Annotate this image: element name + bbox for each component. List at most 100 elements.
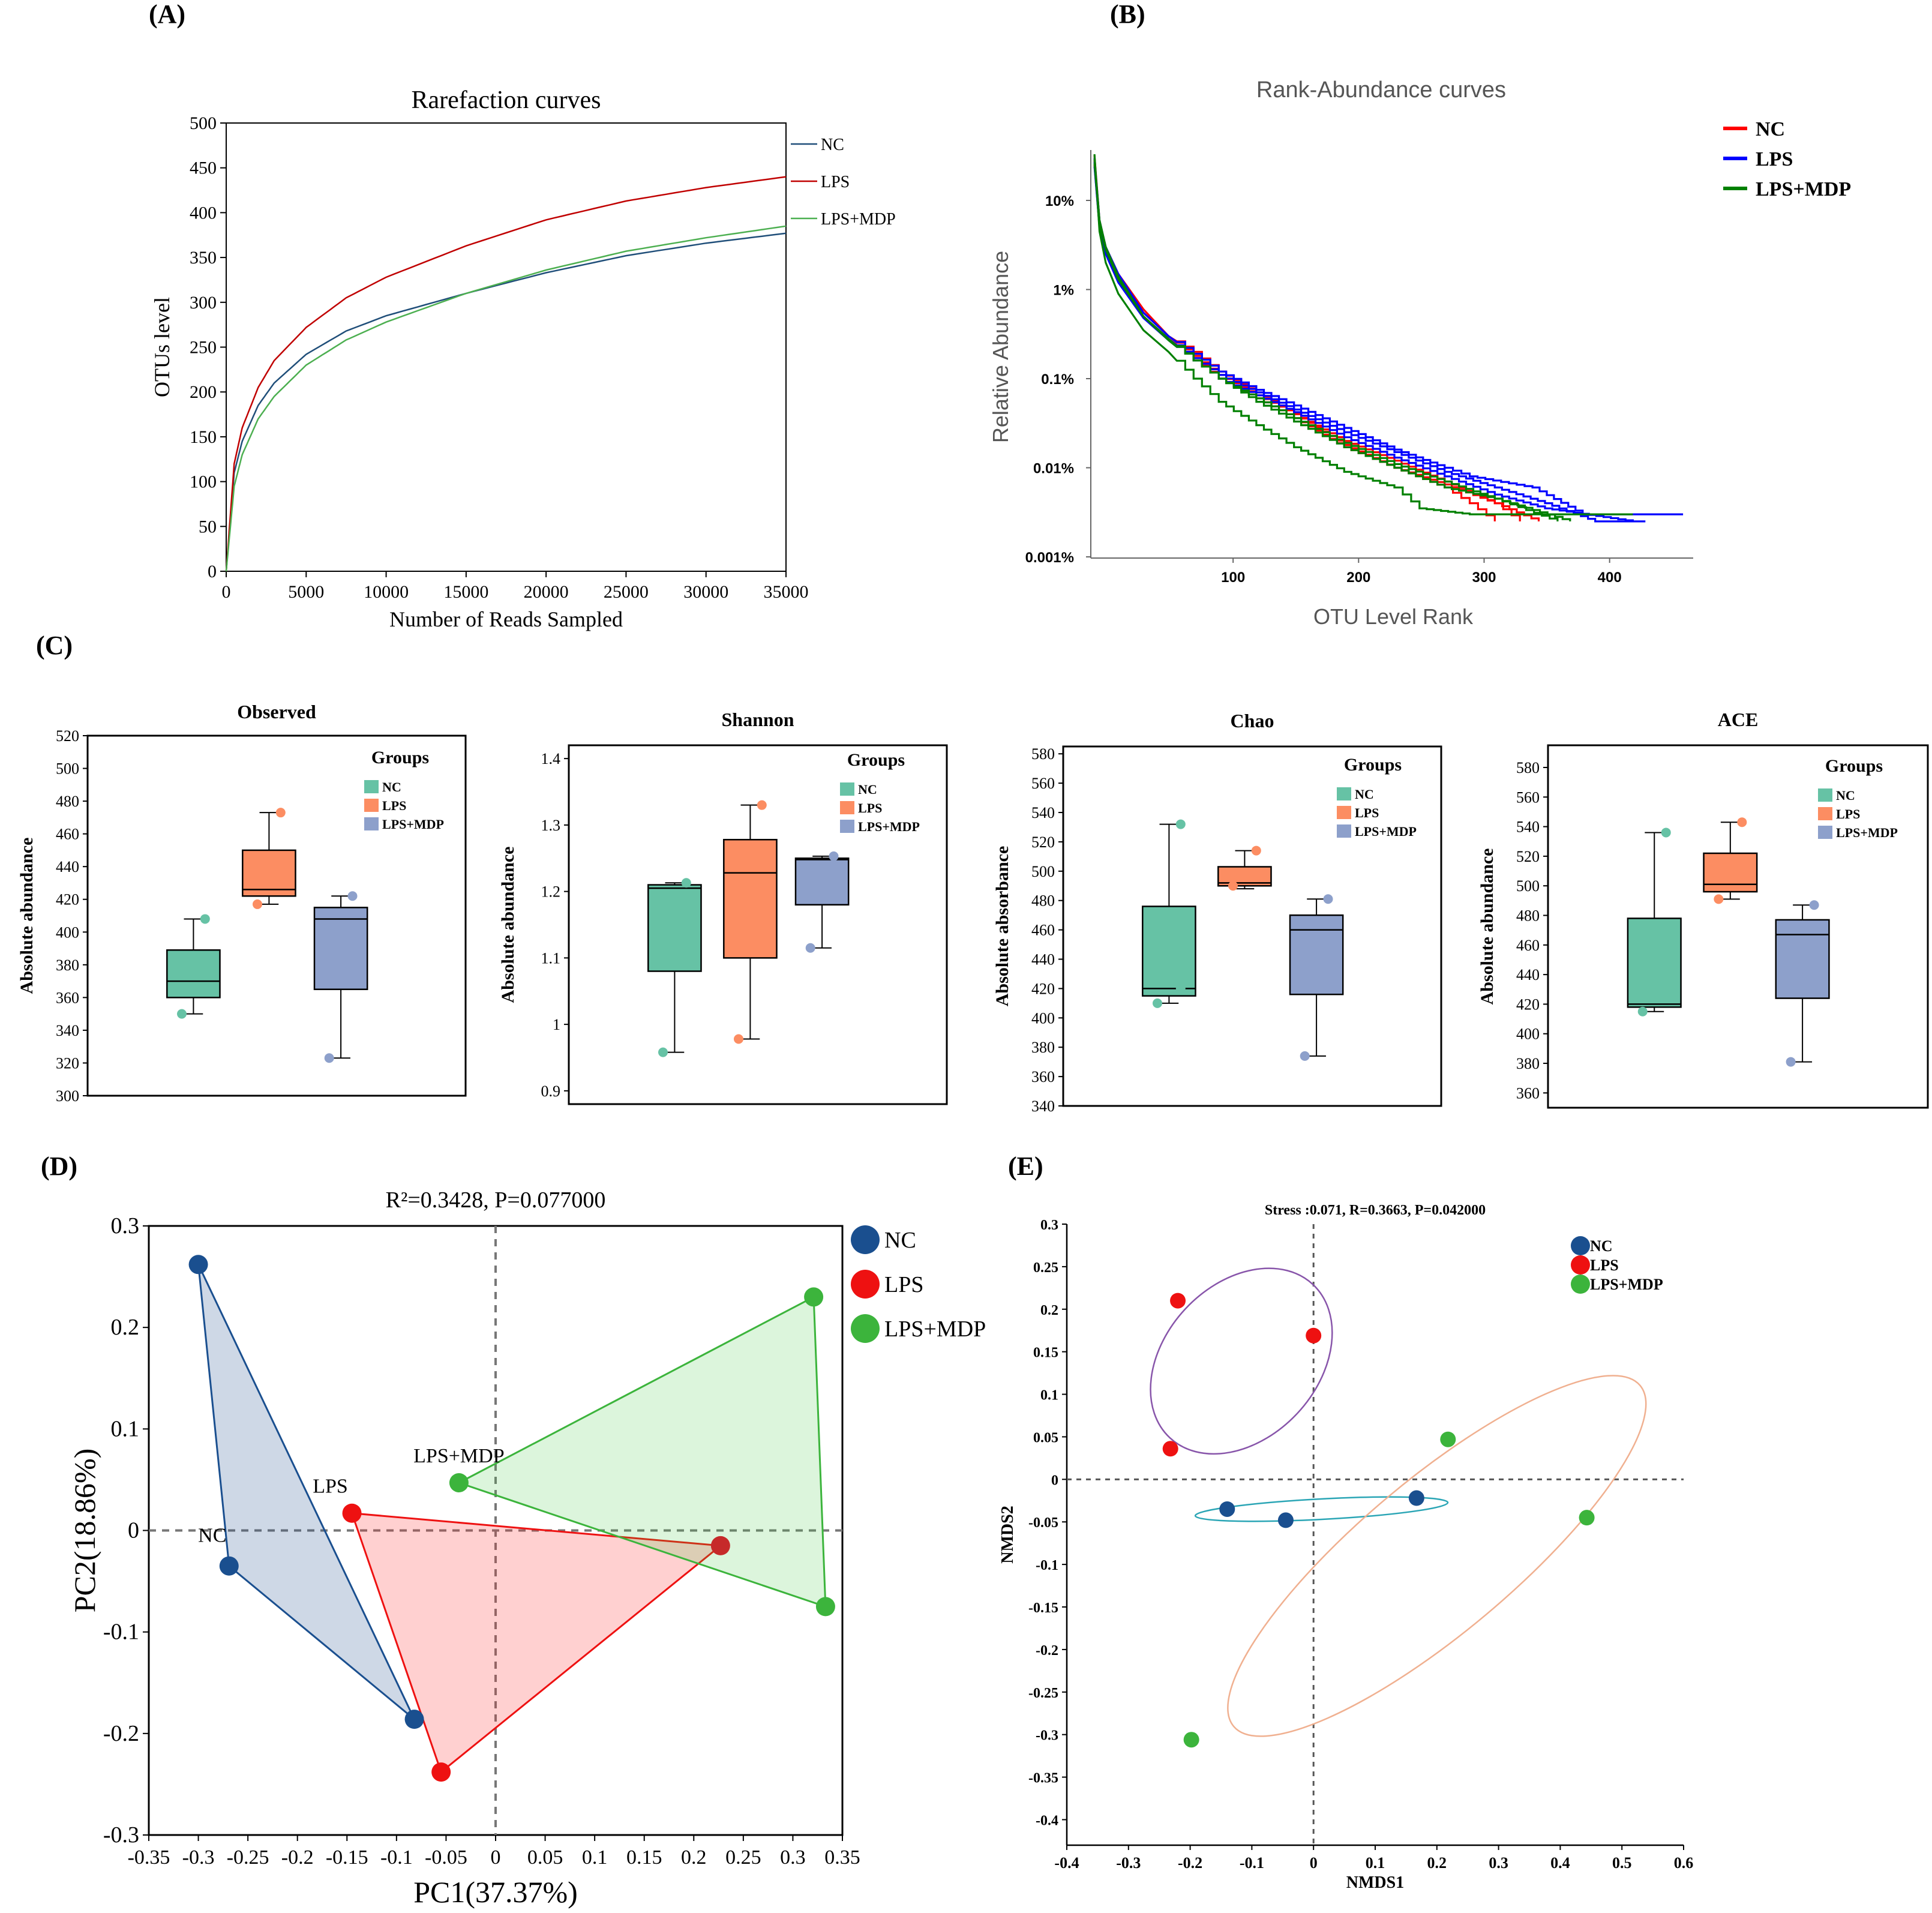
legend-label-lps-mdp: LPS+MDP xyxy=(858,819,920,834)
y-axis-label: NMDS2 xyxy=(998,1506,1017,1563)
y-tick-label: 520 xyxy=(1031,833,1055,851)
y-axis-label: Absolute abundance xyxy=(498,847,518,1003)
x-tick-label: 100 xyxy=(1221,569,1245,586)
legend-swatch-lps xyxy=(1337,806,1351,819)
y-tick-label: 250 xyxy=(190,338,217,358)
x-tick-label: -0.2 xyxy=(1178,1854,1202,1872)
curve-lps-mdp-1 xyxy=(1093,154,1633,515)
y-tick-label: 380 xyxy=(1031,1039,1055,1056)
y-tick-label: 520 xyxy=(1516,848,1540,865)
x-tick-label: 0.6 xyxy=(1674,1854,1694,1872)
point-nc xyxy=(1175,819,1186,829)
curve-lps-2 xyxy=(1093,161,1646,523)
legend-marker-lps-mdp xyxy=(851,1314,880,1343)
ellipse-lps xyxy=(1150,1267,1333,1455)
curve-lps-mdp-3 xyxy=(1093,163,1559,521)
chart-title: Stress :0.071, R=0.3663, P=0.042000 xyxy=(1265,1203,1486,1218)
x-tick-label: -0.05 xyxy=(425,1846,467,1869)
legend-label-lps: LPS xyxy=(858,800,882,815)
box-lps-mdp xyxy=(1775,919,1830,999)
point-lps xyxy=(757,800,767,810)
x-tick-label: 0.2 xyxy=(681,1846,707,1869)
point-lps xyxy=(710,1536,730,1555)
box-nc xyxy=(647,884,702,972)
plot-frame xyxy=(1547,744,1929,1109)
curve-nc xyxy=(225,232,787,572)
point-lps xyxy=(431,1762,451,1782)
x-tick-label: 25000 xyxy=(604,582,649,602)
x-tick-label: 0.3 xyxy=(1489,1854,1508,1872)
x-tick-label: -0.1 xyxy=(1240,1854,1264,1872)
legend-marker-nc xyxy=(851,1225,880,1254)
y-tick-label: 0.15 xyxy=(1033,1345,1058,1361)
box-lps xyxy=(1703,852,1758,893)
point-nc xyxy=(1219,1501,1235,1517)
y-tick-label: 360 xyxy=(56,989,79,1006)
legend-swatch-lps xyxy=(1818,807,1832,820)
point-lps xyxy=(1306,1327,1322,1344)
y-tick-label: 360 xyxy=(1516,1084,1540,1102)
point-lps xyxy=(1251,845,1261,856)
curve-lps-mdp xyxy=(225,225,787,572)
x-axis-label: OTU Level Rank xyxy=(1313,604,1474,629)
x-tick-label: -0.3 xyxy=(1116,1854,1141,1872)
box-nc xyxy=(1142,905,1196,997)
y-tick-label: 400 xyxy=(56,923,79,941)
y-tick-label: -0.3 xyxy=(103,1822,139,1848)
y-tick-label: 0.1% xyxy=(1041,371,1074,388)
hull-lps-mdp xyxy=(457,1295,827,1608)
legend-label-lps-mdp: LPS+MDP xyxy=(1355,824,1417,839)
y-tick-label: 0.25 xyxy=(1033,1260,1058,1276)
y-tick-label: -0.35 xyxy=(1028,1771,1058,1786)
point-nc xyxy=(658,1047,668,1057)
y-tick-label: 0.9 xyxy=(541,1083,561,1100)
x-tick-label: -0.3 xyxy=(182,1846,215,1869)
x-tick-label: 0.5 xyxy=(1612,1854,1632,1872)
y-tick-label: 300 xyxy=(56,1087,79,1105)
box-lps-mdp xyxy=(313,907,368,990)
point-lps-mdp xyxy=(1183,1732,1199,1748)
legend-label-nc: NC xyxy=(382,779,401,794)
point-lps-mdp xyxy=(1809,900,1819,910)
legend-label-lps: LPS xyxy=(1756,148,1793,170)
legend-marker-lps xyxy=(851,1270,880,1299)
x-tick-label: 0.35 xyxy=(824,1846,860,1869)
ace-boxplot: ACE 360 380 400 420 440 460 480 500 520 540 560 580 A… xyxy=(1477,709,1929,1109)
y-tick-label: 500 xyxy=(1031,863,1055,880)
y-tick-label: 500 xyxy=(56,760,79,778)
legend-title: Groups xyxy=(1825,756,1883,776)
y-tick-label: 0.1 xyxy=(111,1416,140,1441)
y-tick-label: 0 xyxy=(1051,1473,1058,1488)
x-tick-label: 0.2 xyxy=(1427,1854,1447,1872)
point-nc xyxy=(404,1710,424,1729)
nmds-chart: Stress :0.071, R=0.3663, P=0.042000 -0.4 -… xyxy=(998,1203,1693,1892)
y-tick-label: -0.25 xyxy=(1028,1686,1058,1701)
x-tick-label: 30000 xyxy=(683,582,728,602)
point-lps-mdp xyxy=(1300,1051,1310,1061)
x-tick-label: 20000 xyxy=(524,582,569,602)
chart-title: Rarefaction curves xyxy=(411,86,601,114)
legend-label-nc: NC xyxy=(1590,1237,1613,1255)
x-tick-label: 0.15 xyxy=(626,1846,662,1869)
y-tick-label: 1.2 xyxy=(541,883,561,901)
legend-label-lps-mdp: LPS+MDP xyxy=(382,817,444,832)
x-tick-label: 35000 xyxy=(764,582,809,602)
point-lps-mdp xyxy=(1786,1057,1796,1067)
y-tick-label: 380 xyxy=(1516,1055,1540,1072)
point-lps-mdp xyxy=(805,943,815,953)
curve-nc-2 xyxy=(1093,160,1540,521)
point-nc xyxy=(176,1009,187,1019)
legend-label-nc: NC xyxy=(1836,788,1855,803)
legend-swatch-nc xyxy=(1337,787,1351,800)
y-tick-label: -0.2 xyxy=(103,1721,139,1746)
y-tick-label: 520 xyxy=(56,727,79,745)
legend-label-lps: LPS xyxy=(1355,805,1379,820)
x-axis-label: PC1(37.37%) xyxy=(413,1875,578,1909)
x-tick-label: 5000 xyxy=(288,582,324,602)
shannon-boxplot: Shannon 0.9 1 1.1 1.2 1.3 1.4 Absolute abundanc… xyxy=(498,709,948,1105)
y-tick-label: 460 xyxy=(1516,937,1540,954)
x-tick-label: -0.15 xyxy=(326,1846,368,1869)
box-nc xyxy=(1627,917,1682,1008)
y-axis-label: Absolute abundance xyxy=(17,838,37,994)
